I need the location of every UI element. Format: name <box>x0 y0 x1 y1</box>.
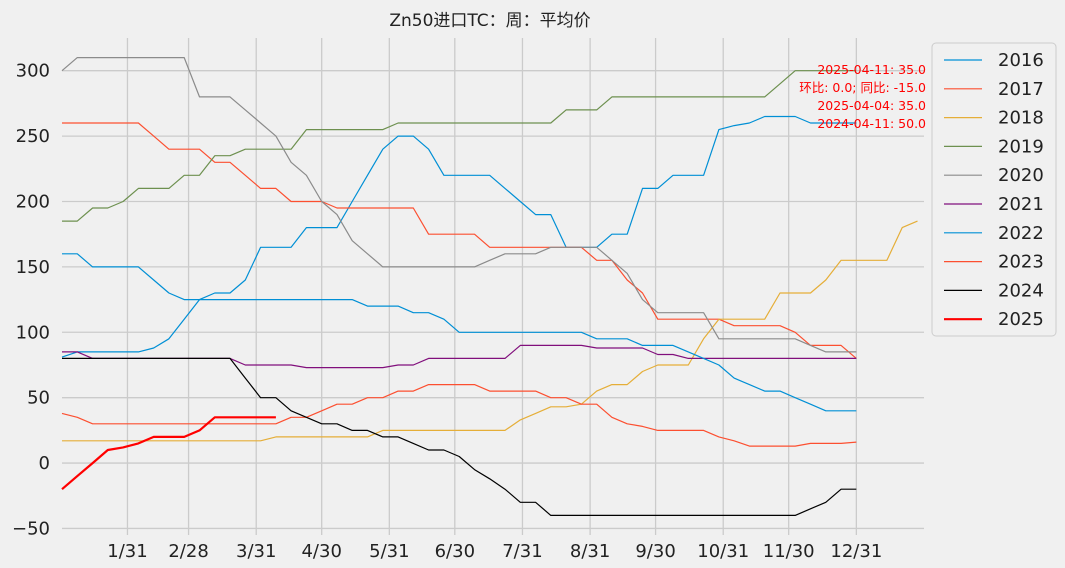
x-tick-label: 12/31 <box>830 541 882 562</box>
legend-label-2022: 2022 <box>998 223 1044 244</box>
annotations: 2025-04-11: 35.0 环比: 0.0; 同比: -15.0 2025… <box>799 62 926 131</box>
legend-label-2024: 2024 <box>998 280 1044 301</box>
annotation-change: 环比: 0.0; 同比: -15.0 <box>799 80 926 95</box>
y-axis: −50 0 50 100 150 200 250 300 <box>12 61 50 540</box>
y-tick-label: −50 <box>12 518 50 539</box>
y-tick-label: 200 <box>16 191 50 212</box>
series-lines <box>61 57 918 516</box>
annotation-prev-year: 2024-04-11: 50.0 <box>817 116 926 131</box>
legend-label-2019: 2019 <box>998 136 1044 157</box>
series-line-2021 <box>62 344 857 369</box>
legend-label-2020: 2020 <box>998 165 1044 186</box>
x-axis: 1/31 2/28 3/31 4/30 5/31 6/30 7/31 8/31 9/30 10/3… <box>107 541 882 562</box>
annotation-prev-week: 2025-04-04: 35.0 <box>817 98 926 113</box>
y-tick-label: 300 <box>16 61 50 82</box>
series-line-2025 <box>61 416 276 491</box>
legend-label-2017: 2017 <box>998 79 1044 100</box>
legend: 2016 2017 2018 2019 2020 2021 2022 2023 2024 2025 <box>931 42 1057 337</box>
series-line-2019 <box>62 70 857 222</box>
legend-label-2023: 2023 <box>998 252 1044 273</box>
legend-label-2021: 2021 <box>998 194 1044 215</box>
x-tick-label: 6/30 <box>435 541 475 562</box>
y-tick-label: 250 <box>16 126 50 147</box>
y-tick-label: 150 <box>16 257 50 278</box>
y-tick-label: 0 <box>39 453 50 474</box>
x-tick-label: 8/31 <box>570 541 610 562</box>
legend-box <box>931 42 1057 337</box>
annotation-latest: 2025-04-11: 35.0 <box>817 62 926 77</box>
series-line-2022 <box>62 253 857 412</box>
x-tick-label: 7/31 <box>502 541 542 562</box>
y-tick-label: 100 <box>16 322 50 343</box>
legend-label-2018: 2018 <box>998 108 1044 129</box>
series-line-2016 <box>61 115 857 358</box>
series-line-2024 <box>62 357 857 516</box>
y-tick-label: 50 <box>27 388 50 409</box>
legend-label-2016: 2016 <box>998 50 1044 71</box>
series-line-2018 <box>62 220 918 442</box>
x-tick-label: 9/30 <box>635 541 675 562</box>
legend-label-2025: 2025 <box>998 309 1044 330</box>
x-tick-label: 1/31 <box>107 541 147 562</box>
x-tick-label: 5/31 <box>369 541 409 562</box>
chart-title: Zn50进口TC：周：平均价 <box>389 11 590 31</box>
series-line-2017 <box>62 122 857 359</box>
x-tick-label: 3/31 <box>236 541 276 562</box>
series-line-2023 <box>61 384 857 447</box>
grid <box>62 38 924 535</box>
x-tick-label: 2/28 <box>168 541 208 562</box>
x-tick-label: 4/30 <box>301 541 341 562</box>
series-line-2020 <box>61 57 857 353</box>
x-tick-label: 10/31 <box>697 541 749 562</box>
x-tick-label: 11/30 <box>763 541 815 562</box>
